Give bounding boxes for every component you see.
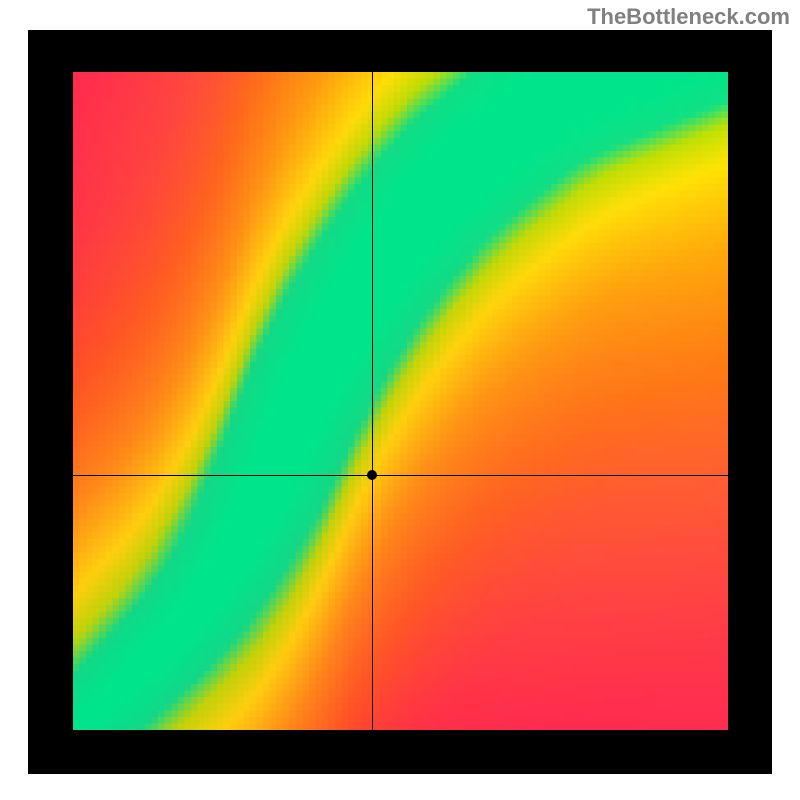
crosshair-dot <box>367 470 377 480</box>
crosshair-horizontal <box>73 475 728 476</box>
page-container: TheBottleneck.com <box>0 0 800 800</box>
crosshair-vertical <box>372 72 373 730</box>
chart-frame <box>28 30 772 774</box>
watermark-text: TheBottleneck.com <box>587 4 790 30</box>
heatmap-canvas <box>73 72 728 730</box>
